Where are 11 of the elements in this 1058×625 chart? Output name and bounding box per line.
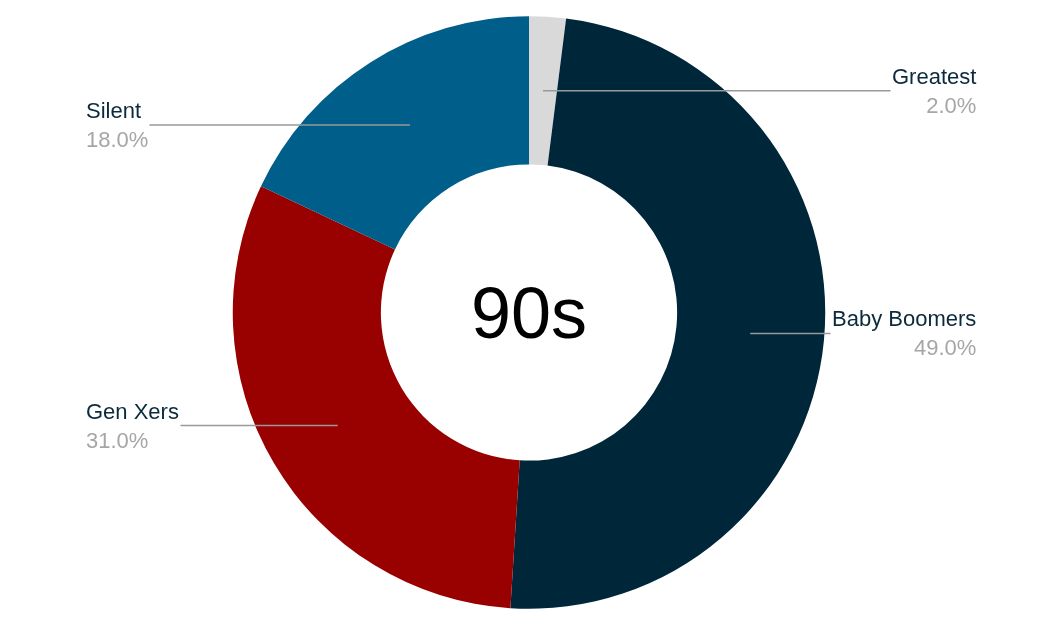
donut-slice xyxy=(260,16,529,250)
donut-slice xyxy=(529,16,567,166)
data-label: 31.0% xyxy=(86,427,149,453)
slice-label: Baby Boomers xyxy=(832,306,977,331)
data-label: 2.0% xyxy=(926,92,977,118)
slice-label: Gen Xers xyxy=(86,399,179,424)
slice-label: Greatest xyxy=(892,64,977,89)
data-label: 18.0% xyxy=(86,126,149,152)
data-label: 49.0% xyxy=(913,334,977,360)
slice-label: Silent xyxy=(86,98,142,123)
text: 90s xyxy=(471,273,588,353)
